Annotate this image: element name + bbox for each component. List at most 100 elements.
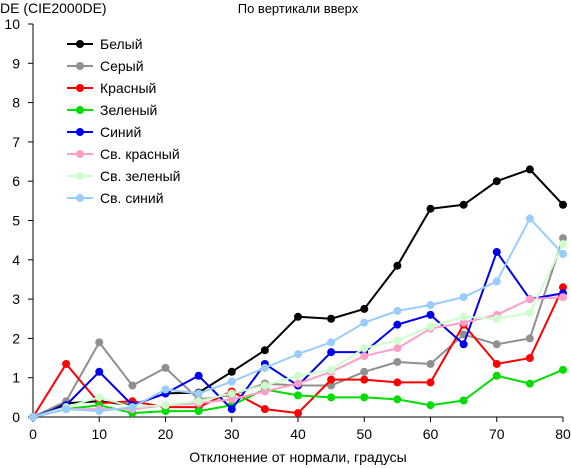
legend-label: Белый: [100, 36, 143, 52]
data-point: [393, 357, 402, 366]
data-point: [360, 352, 369, 361]
data-point: [525, 295, 534, 304]
data-point: [525, 214, 534, 223]
data-point: [227, 377, 236, 386]
data-point: [492, 247, 501, 256]
data-point: [360, 318, 369, 327]
data-point: [327, 338, 336, 347]
data-point: [360, 304, 369, 313]
data-point: [327, 365, 336, 374]
y-tick-label: 2: [12, 330, 20, 346]
x-tick-label: 0: [29, 426, 37, 442]
y-tick-label: 10: [4, 16, 20, 32]
data-point: [559, 249, 567, 258]
data-point: [459, 312, 468, 321]
axes: 0 1 2 3 4 5 6 7 8 9 10 0 10 20 30 40 50 60 70 80: [4, 16, 571, 442]
data-point: [29, 413, 37, 421]
data-point: [161, 407, 170, 416]
data-point: [559, 283, 567, 292]
data-point: [525, 308, 534, 317]
data-point: [559, 234, 567, 243]
x-tick-label: 20: [158, 426, 174, 442]
data-point: [161, 363, 170, 372]
data-point: [360, 375, 369, 384]
data-point: [327, 375, 336, 384]
legend-item: Св. зеленый: [67, 168, 180, 184]
x-tick-label: 50: [356, 426, 372, 442]
legend-item: Синий: [67, 124, 141, 140]
legend-marker: [76, 194, 84, 202]
data-point: [327, 314, 336, 323]
x-tick-label: 70: [489, 426, 505, 442]
data-point: [393, 261, 402, 270]
y-tick-label: 1: [12, 370, 20, 386]
legend-marker: [76, 150, 84, 158]
x-tick-label: 40: [290, 426, 306, 442]
data-point: [360, 393, 369, 402]
data-point: [95, 407, 104, 416]
data-point: [492, 177, 501, 186]
data-point: [459, 200, 468, 209]
data-point: [525, 334, 534, 343]
data-point: [260, 381, 269, 390]
chart-title: По вертикали вверх: [238, 1, 359, 16]
x-tick-label: 60: [423, 426, 439, 442]
legend-label: Св. синий: [100, 190, 164, 206]
data-point: [294, 391, 302, 400]
data-point: [525, 165, 534, 174]
legend-label: Серый: [100, 58, 144, 74]
y-tick-label: 8: [12, 95, 20, 111]
legend-label: Св. зеленый: [100, 168, 180, 184]
data-point: [360, 367, 369, 376]
data-point: [294, 371, 302, 380]
x-tick-label: 10: [91, 426, 107, 442]
x-axis-label: Отклонение от нормали, градусы: [189, 449, 406, 465]
data-point: [327, 393, 336, 402]
data-point: [294, 350, 302, 359]
data-point: [459, 340, 468, 349]
legend-label: Синий: [100, 124, 141, 140]
series-line: [32, 237, 564, 418]
series-group: [29, 165, 567, 421]
data-point: [426, 322, 435, 331]
data-point: [95, 393, 104, 402]
data-point: [426, 359, 435, 368]
data-point: [227, 405, 236, 414]
data-point: [62, 405, 71, 414]
data-point: [459, 293, 468, 302]
y-tick-label: 0: [12, 409, 20, 425]
data-point: [227, 389, 236, 398]
y-tick-label: 3: [12, 291, 20, 307]
y-tick-label: 7: [12, 134, 20, 150]
data-point: [559, 240, 567, 249]
series-8: [29, 214, 567, 421]
data-point: [227, 367, 236, 376]
data-point: [393, 320, 402, 329]
legend-item: Св. синий: [67, 190, 164, 206]
data-point: [194, 407, 203, 416]
y-tick-label: 6: [12, 173, 20, 189]
data-point: [327, 381, 336, 390]
data-point: [194, 389, 203, 398]
legend-marker: [76, 106, 84, 114]
legend-label: Красный: [100, 80, 156, 96]
legend-label: Св. красный: [100, 146, 180, 162]
data-point: [426, 378, 435, 387]
legend-marker: [76, 128, 84, 136]
data-point: [559, 293, 567, 302]
legend-item: Св. красный: [67, 146, 180, 162]
legend-marker: [76, 172, 84, 180]
data-point: [260, 346, 269, 355]
legend-item: Зеленый: [67, 102, 157, 118]
y-tick-label: 5: [12, 213, 20, 229]
data-point: [294, 312, 302, 321]
data-point: [360, 344, 369, 353]
y-tick-label: 4: [12, 252, 20, 268]
data-point: [62, 359, 71, 368]
data-point: [260, 363, 269, 372]
data-point: [459, 318, 468, 327]
data-point: [525, 379, 534, 388]
data-point: [492, 340, 501, 349]
y-tick-label: 9: [12, 55, 20, 71]
